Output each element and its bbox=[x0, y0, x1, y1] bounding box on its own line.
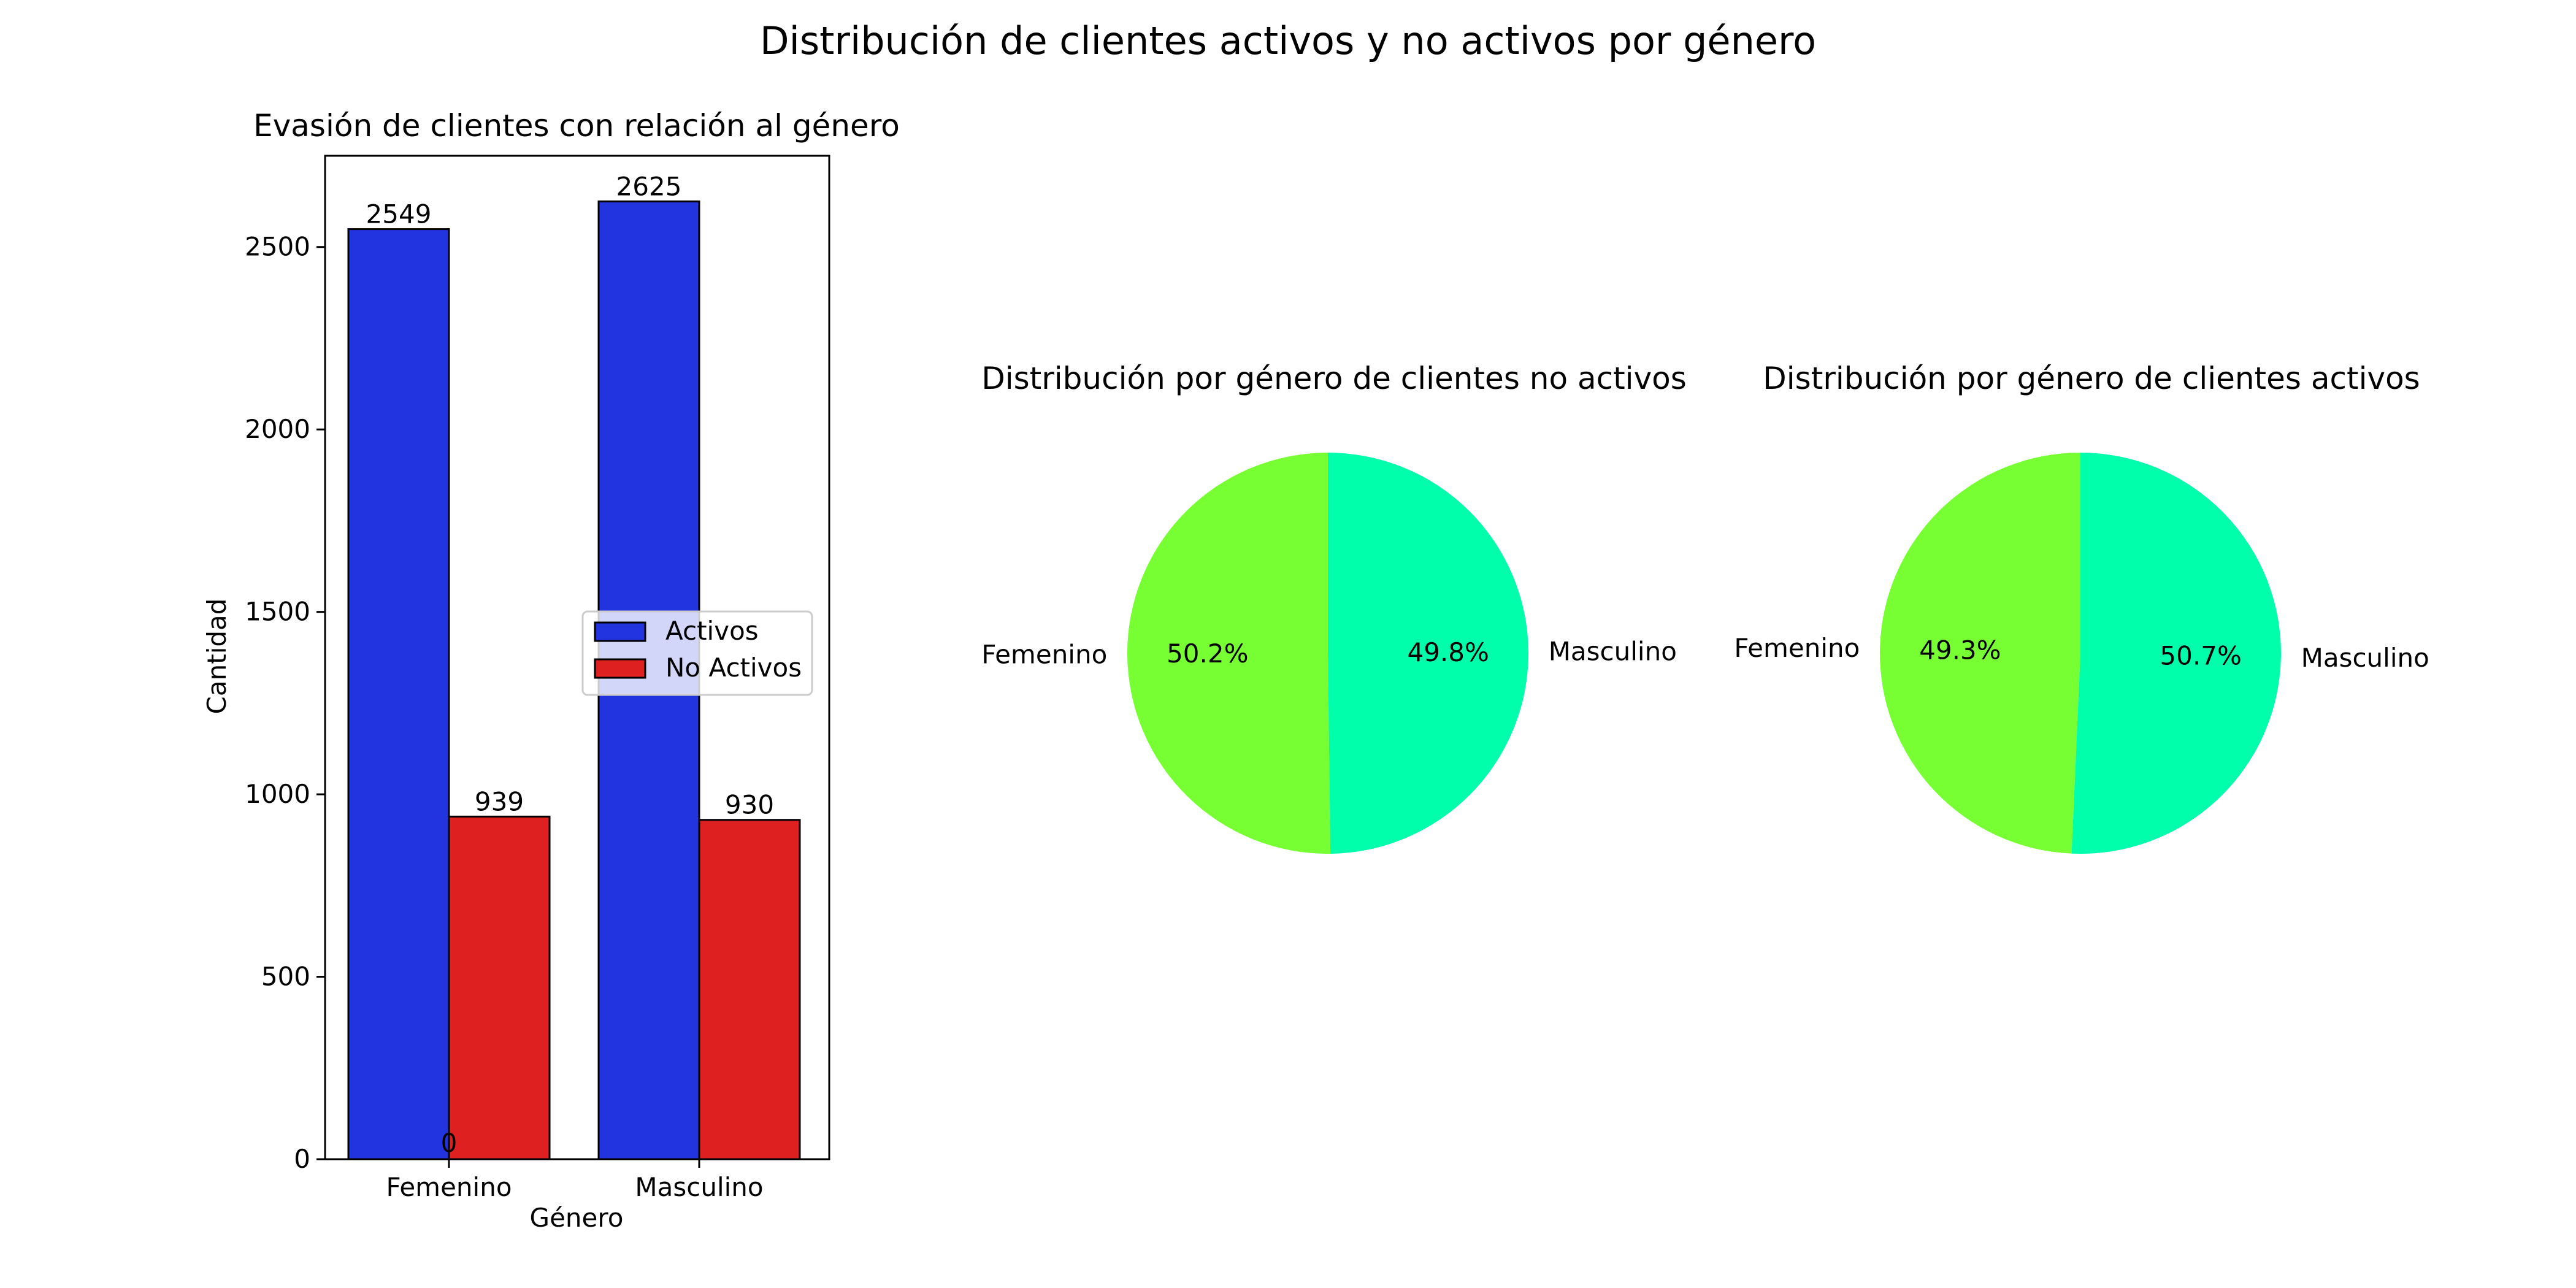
bar-no-activos bbox=[448, 815, 551, 1160]
pie-pct-label: 50.7% bbox=[2160, 640, 2241, 670]
legend-label: Activos bbox=[665, 616, 759, 646]
pie-pct-label: 49.8% bbox=[1407, 637, 1489, 667]
pie-slice-femenino bbox=[1880, 453, 2080, 854]
pie-pct-label: 49.3% bbox=[1919, 635, 2001, 665]
y-tick-label: 2000 bbox=[245, 414, 310, 444]
pie-category-label: Masculino bbox=[1549, 637, 1677, 667]
bar-x-axis: Femenino Masculino bbox=[386, 1159, 764, 1202]
y-tick-label: 500 bbox=[261, 962, 310, 992]
pie-activos-title: Distribución por género de clientes acti… bbox=[1763, 361, 2420, 396]
y-tick-label: 2500 bbox=[245, 232, 310, 262]
legend-swatch bbox=[594, 658, 646, 679]
bar-activos bbox=[347, 228, 450, 1160]
pie-category-label: Masculino bbox=[2301, 643, 2429, 673]
pie-category-label: Femenino bbox=[981, 639, 1107, 669]
pie-no-activos-slices bbox=[1127, 452, 1528, 854]
bar-chart-ylabel: Cantidad bbox=[202, 599, 232, 715]
x-tick-label: Masculino bbox=[635, 1172, 763, 1202]
pie-no-activos-labels: 50.2% Femenino 49.8% Masculino bbox=[981, 637, 1677, 670]
bar-chart-title: Evasión de clientes con relación al géne… bbox=[253, 108, 900, 144]
bar-y-axis: 0 500 1000 1500 2000 2500 bbox=[245, 232, 325, 1174]
pie-slice-masculino bbox=[2071, 453, 2281, 854]
pie-slice-femenino bbox=[1127, 452, 1331, 854]
y-tick-label: 0 bbox=[294, 1144, 310, 1174]
bar-value-label: 2549 bbox=[366, 199, 432, 229]
y-tick-label: 1500 bbox=[245, 597, 310, 627]
y-tick-label: 1000 bbox=[245, 779, 310, 809]
bar-value-label: 2625 bbox=[616, 171, 682, 201]
pie-no-activos-title: Distribución por género de clientes no a… bbox=[981, 361, 1687, 396]
pie-chart-no-activos: Distribución por género de clientes no a… bbox=[981, 361, 1687, 854]
bar-chart-xlabel: Género bbox=[530, 1203, 624, 1233]
bar-value-label: 939 bbox=[475, 786, 524, 816]
pie-category-label: Femenino bbox=[1734, 633, 1860, 663]
bar-value-label: 0 bbox=[441, 1128, 458, 1158]
bar-chart: Evasión de clientes con relación al géne… bbox=[202, 108, 900, 1233]
bar-plot-frame bbox=[324, 155, 830, 1160]
legend-label: No Activos bbox=[665, 653, 802, 683]
x-tick-label: Femenino bbox=[386, 1172, 512, 1202]
pie-slice-masculino bbox=[1328, 453, 1528, 854]
bar-value-label: 930 bbox=[725, 790, 774, 820]
bar-no-activos bbox=[698, 819, 801, 1160]
pie-pct-label: 50.2% bbox=[1167, 638, 1248, 669]
legend-swatch bbox=[594, 621, 646, 642]
bar-data-labels: 2549 2625 939 930 0 bbox=[366, 171, 775, 1158]
pie-chart-activos: Distribución por género de clientes acti… bbox=[1734, 361, 2429, 854]
pie-activos-labels: 49.3% Femenino 50.7% Masculino bbox=[1734, 633, 2429, 673]
figure-suptitle: Distribución de clientes activos y no ac… bbox=[760, 18, 1816, 63]
pie-activos-slices bbox=[1880, 453, 2281, 854]
bar-legend: Activos No Activos bbox=[581, 610, 813, 696]
